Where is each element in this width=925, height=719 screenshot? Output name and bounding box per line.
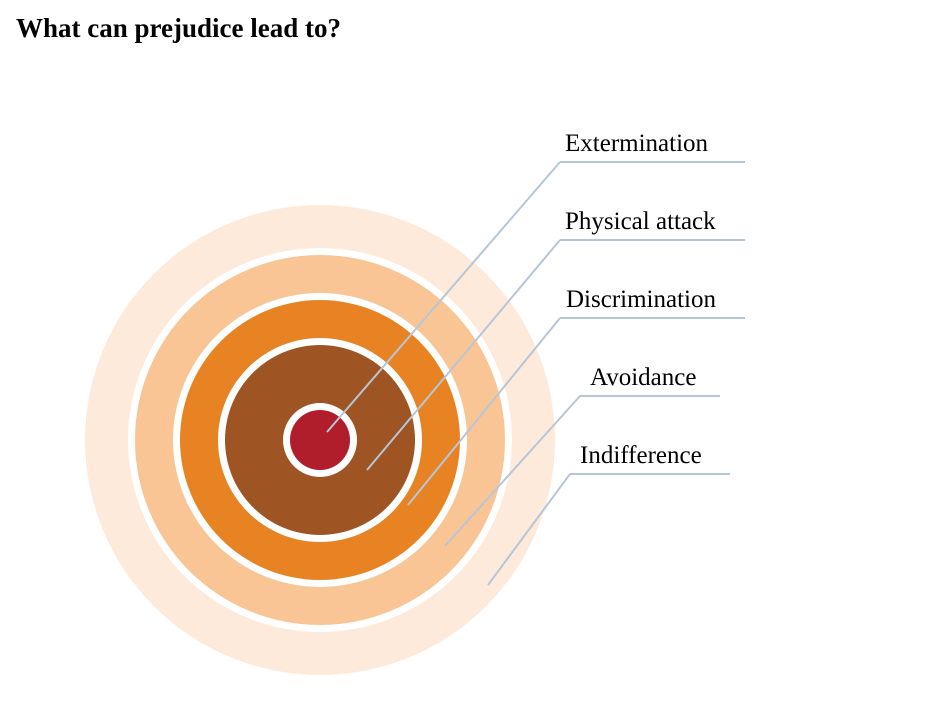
label-avoidance: Avoidance	[590, 364, 696, 392]
label-discrimination: Discrimination	[566, 286, 716, 314]
page-title: What can prejudice lead to?	[16, 13, 341, 44]
label-extermination: Extermination	[565, 130, 708, 158]
ring-extermination	[290, 410, 350, 470]
prejudice-concentric-diagram	[0, 0, 925, 719]
label-physical-attack: Physical attack	[565, 208, 716, 236]
label-indifference: Indifference	[580, 442, 702, 470]
